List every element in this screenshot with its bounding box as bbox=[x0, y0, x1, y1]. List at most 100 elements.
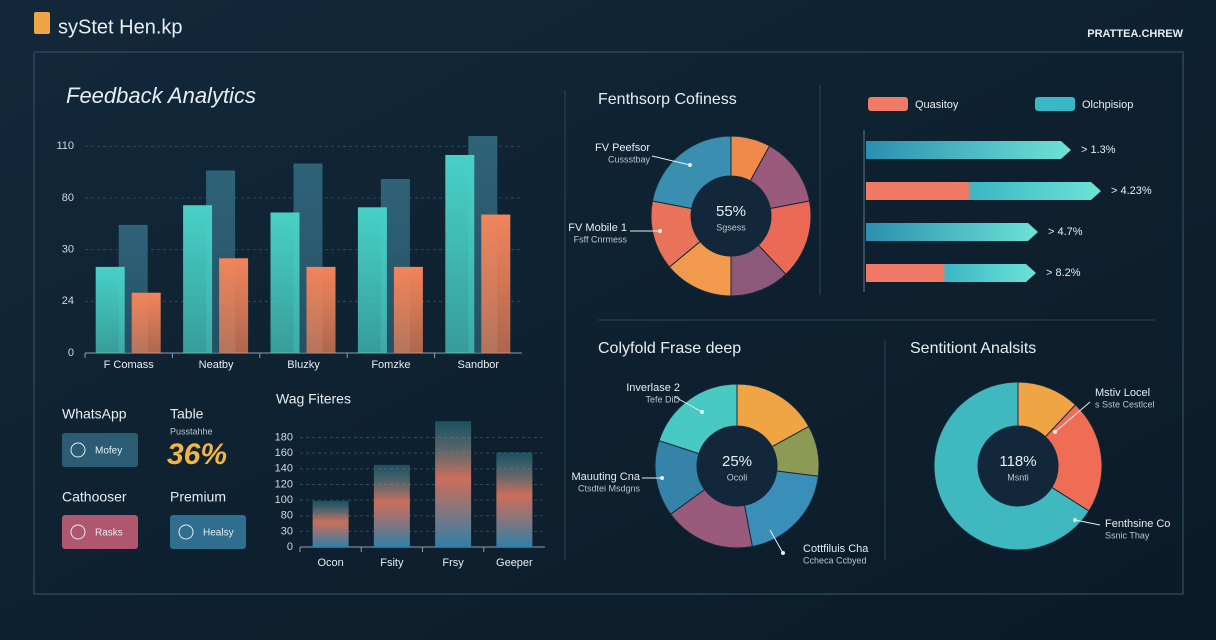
leader-dot bbox=[1073, 518, 1077, 522]
bar bbox=[357, 207, 387, 353]
annotation-sub: Cussstbay bbox=[608, 154, 651, 164]
center-label: 55% bbox=[716, 203, 746, 220]
y-tick-label: 110 bbox=[56, 140, 74, 152]
center-sublabel: Msnti bbox=[1007, 472, 1029, 482]
button-label[interactable]: Rasks bbox=[95, 528, 123, 539]
leader-line bbox=[1074, 519, 1101, 526]
progress-label: > 1.3% bbox=[1081, 144, 1116, 156]
bar bbox=[270, 212, 300, 353]
widget-title: Premium bbox=[170, 489, 226, 505]
center-sublabel: Ocoli bbox=[727, 472, 748, 482]
progress-label: > 8.2% bbox=[1046, 267, 1081, 279]
leader-dot bbox=[781, 551, 785, 555]
progress-label: > 4.7% bbox=[1048, 226, 1083, 238]
annotation: Mauuting Cna bbox=[572, 471, 641, 483]
button-label[interactable]: Healsy bbox=[203, 528, 234, 539]
bar bbox=[183, 205, 213, 353]
progress-bar bbox=[866, 182, 1101, 200]
bar bbox=[95, 266, 125, 353]
leader-line bbox=[769, 529, 784, 554]
leader-line bbox=[674, 396, 703, 413]
bar bbox=[306, 266, 336, 353]
x-tick-label: Frsy bbox=[442, 557, 464, 569]
bar bbox=[393, 266, 423, 353]
kpi: 36% bbox=[167, 438, 227, 471]
chart-title: Sentitiont Analsits bbox=[910, 340, 1036, 357]
x-tick-label: Ocon bbox=[317, 557, 343, 569]
bar bbox=[219, 258, 249, 353]
annotation: FV Mobile 1 bbox=[568, 222, 627, 234]
bar bbox=[481, 214, 511, 353]
x-tick-label: Neatby bbox=[199, 359, 234, 371]
legend-label: Quasitoy bbox=[915, 99, 959, 111]
annotation: Fenthsine Co bbox=[1105, 518, 1170, 530]
donut-hole bbox=[978, 426, 1058, 506]
leader-line bbox=[651, 155, 691, 166]
center-label: 25% bbox=[722, 453, 752, 470]
x-tick-label: F Comass bbox=[104, 359, 155, 371]
annotation-sub: s Sste Cestlcel bbox=[1095, 399, 1155, 409]
bar bbox=[435, 421, 472, 547]
button[interactable]: Rasks bbox=[62, 515, 138, 549]
x-tick-label: Sandbor bbox=[458, 359, 500, 371]
progress-bar bbox=[866, 141, 1071, 159]
bar bbox=[373, 464, 410, 547]
button[interactable]: Healsy bbox=[170, 515, 246, 549]
button-bg[interactable] bbox=[170, 515, 246, 549]
widget-title: Table bbox=[170, 406, 204, 422]
y-tick-label: 100 bbox=[275, 494, 293, 506]
brand: PRATTEA.CHREW bbox=[1087, 28, 1183, 40]
y-tick-label: 24 bbox=[62, 295, 74, 307]
progress-bar bbox=[866, 223, 1038, 241]
chart-title: Wag Fiteres bbox=[276, 391, 351, 407]
button-bg[interactable] bbox=[62, 433, 138, 467]
y-tick-label: 120 bbox=[275, 478, 293, 490]
x-tick-label: Bluzky bbox=[287, 359, 320, 371]
widget-title: WhatsApp bbox=[62, 406, 127, 422]
button-bg[interactable] bbox=[62, 515, 138, 549]
button-icon bbox=[178, 524, 194, 540]
y-tick-label: 0 bbox=[68, 347, 74, 359]
donut-hole bbox=[691, 176, 771, 256]
leader-dot bbox=[688, 163, 692, 167]
main-panel bbox=[33, 51, 1184, 595]
y-tick-label: 30 bbox=[281, 525, 293, 537]
button-icon bbox=[70, 442, 86, 458]
button-icon bbox=[70, 524, 86, 540]
x-tick-label: Geeper bbox=[496, 557, 533, 569]
annotation-sub: Ccheca Ccbyed bbox=[803, 555, 867, 565]
annotation-sub: Ctsdtei Msdgns bbox=[578, 483, 641, 493]
app-icon bbox=[34, 12, 50, 34]
annotation: FV Peefsor bbox=[595, 142, 650, 154]
bar bbox=[496, 452, 533, 547]
bar bbox=[312, 500, 349, 547]
y-tick-label: 0 bbox=[287, 541, 293, 553]
legend-swatch bbox=[868, 97, 908, 111]
leader-line bbox=[1054, 401, 1091, 433]
progress-label: > 4.23% bbox=[1111, 185, 1152, 197]
y-tick-label: 160 bbox=[275, 447, 293, 459]
annotation: Cottfiluis Cha bbox=[803, 543, 869, 555]
annotation-sub: Ssnic Thay bbox=[1105, 530, 1150, 540]
y-tick-label: 180 bbox=[275, 431, 293, 443]
x-tick-label: Fsity bbox=[380, 557, 404, 569]
button-label[interactable]: Mofey bbox=[95, 446, 122, 457]
donut-hole bbox=[697, 426, 777, 506]
annotation: Mstiv Locel bbox=[1095, 387, 1150, 399]
progress-bar bbox=[866, 264, 1036, 282]
bar bbox=[131, 292, 161, 353]
button[interactable]: Mofey bbox=[62, 433, 138, 467]
leader-dot bbox=[660, 476, 664, 480]
leader-dot bbox=[700, 410, 704, 414]
legend-swatch bbox=[1035, 97, 1075, 111]
app-title: syStet Hen.kp bbox=[58, 16, 183, 38]
widget-caption: Pusstahhe bbox=[170, 426, 213, 436]
y-tick-label: 30 bbox=[62, 244, 74, 256]
annotation: Inverlase 2 bbox=[626, 382, 680, 394]
annotation-sub: Fsff Cnrmess bbox=[574, 234, 628, 244]
leader-dot bbox=[1053, 430, 1057, 434]
x-tick-label: Fomzke bbox=[371, 359, 410, 371]
chart-title: Fenthsorp Cofiness bbox=[598, 91, 737, 108]
donut-slice bbox=[933, 381, 1090, 551]
leader-dot bbox=[658, 229, 662, 233]
